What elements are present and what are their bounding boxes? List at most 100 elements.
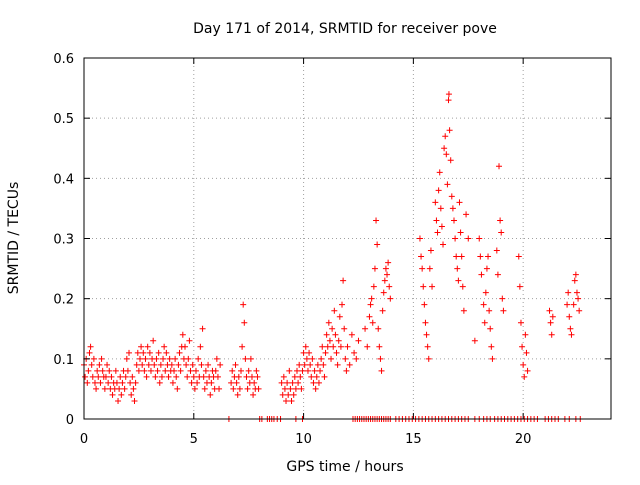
- data-point: [106, 367, 113, 374]
- data-point: [423, 331, 430, 338]
- data-point: [477, 253, 484, 260]
- data-point: [457, 229, 464, 236]
- data-point: [435, 187, 442, 194]
- data-point: [146, 349, 153, 356]
- data-point: [460, 307, 467, 314]
- data-point: [255, 385, 262, 392]
- data-point: [443, 151, 450, 158]
- data-point: [141, 367, 148, 374]
- data-point: [355, 337, 362, 344]
- data-point: [426, 265, 433, 272]
- chart-title: Day 171 of 2014, SRMTID for receiver pov…: [193, 21, 497, 37]
- data-point: [576, 307, 583, 314]
- data-point: [235, 373, 242, 380]
- data-point: [85, 367, 92, 374]
- data-point: [102, 373, 109, 380]
- data-point: [449, 205, 456, 212]
- data-point: [298, 385, 305, 392]
- data-point: [437, 205, 444, 212]
- data-point: [190, 373, 197, 380]
- data-point: [328, 355, 335, 362]
- data-point: [212, 367, 219, 374]
- data-point: [296, 361, 303, 368]
- data-point: [436, 169, 443, 176]
- data-point: [442, 133, 449, 140]
- data-point: [381, 277, 388, 284]
- data-point: [566, 313, 573, 320]
- data-point: [97, 379, 104, 386]
- y-tick-label: 0.4: [53, 172, 74, 187]
- data-point: [496, 163, 503, 170]
- data-point: [121, 385, 128, 392]
- data-point: [217, 361, 224, 368]
- data-point: [463, 211, 470, 218]
- data-point: [434, 229, 441, 236]
- data-point: [343, 367, 350, 374]
- data-point: [200, 373, 207, 380]
- data-point: [339, 301, 346, 308]
- data-point: [228, 379, 235, 386]
- data-point: [377, 355, 384, 362]
- data-point: [244, 385, 251, 392]
- data-point: [382, 265, 389, 272]
- data-point: [454, 265, 461, 272]
- data-point: [232, 361, 239, 368]
- y-tick-label: 0.5: [53, 112, 74, 127]
- x-tick-label: 10: [295, 432, 312, 447]
- data-point: [118, 391, 125, 398]
- data-point: [450, 217, 457, 224]
- data-point: [493, 247, 500, 254]
- data-point: [207, 391, 214, 398]
- data-point: [524, 367, 531, 374]
- data-point: [113, 379, 120, 386]
- data-point: [521, 373, 528, 380]
- data-point: [126, 349, 133, 356]
- data-point: [424, 343, 431, 350]
- data-point: [173, 373, 180, 380]
- x-axis-label: GPS time / hours: [286, 459, 403, 475]
- data-point: [309, 355, 316, 362]
- data-point: [455, 277, 462, 284]
- data-point: [422, 319, 429, 326]
- data-point: [515, 253, 522, 260]
- data-point: [291, 373, 298, 380]
- data-point: [346, 361, 353, 368]
- data-point: [571, 277, 578, 284]
- data-point: [301, 361, 308, 368]
- data-point: [284, 379, 291, 386]
- data-point: [188, 379, 195, 386]
- data-point: [498, 229, 505, 236]
- data-point: [86, 349, 93, 356]
- data-point: [375, 325, 382, 332]
- data-point: [321, 373, 328, 380]
- data-point: [145, 361, 152, 368]
- data-point: [109, 391, 116, 398]
- data-point: [378, 367, 385, 374]
- data-point: [494, 271, 501, 278]
- data-point: [497, 217, 504, 224]
- data-point: [123, 355, 130, 362]
- data-point: [447, 157, 454, 164]
- data-point: [549, 313, 556, 320]
- data-point: [171, 367, 178, 374]
- data-point: [425, 355, 432, 362]
- data-point: [336, 313, 343, 320]
- data-point: [326, 337, 333, 344]
- data-point: [115, 397, 122, 404]
- data-point: [143, 373, 150, 380]
- data-point: [144, 343, 151, 350]
- data-points: [81, 91, 584, 422]
- data-point: [565, 289, 572, 296]
- data-point: [101, 385, 108, 392]
- data-point: [157, 361, 164, 368]
- data-point: [151, 361, 158, 368]
- data-point: [239, 343, 246, 350]
- data-point: [187, 367, 194, 374]
- data-point: [172, 355, 179, 362]
- data-point: [322, 349, 329, 356]
- data-point: [476, 235, 483, 242]
- grid-lines: [84, 58, 611, 419]
- data-point: [194, 379, 201, 386]
- data-point: [135, 367, 142, 374]
- data-point: [87, 343, 94, 350]
